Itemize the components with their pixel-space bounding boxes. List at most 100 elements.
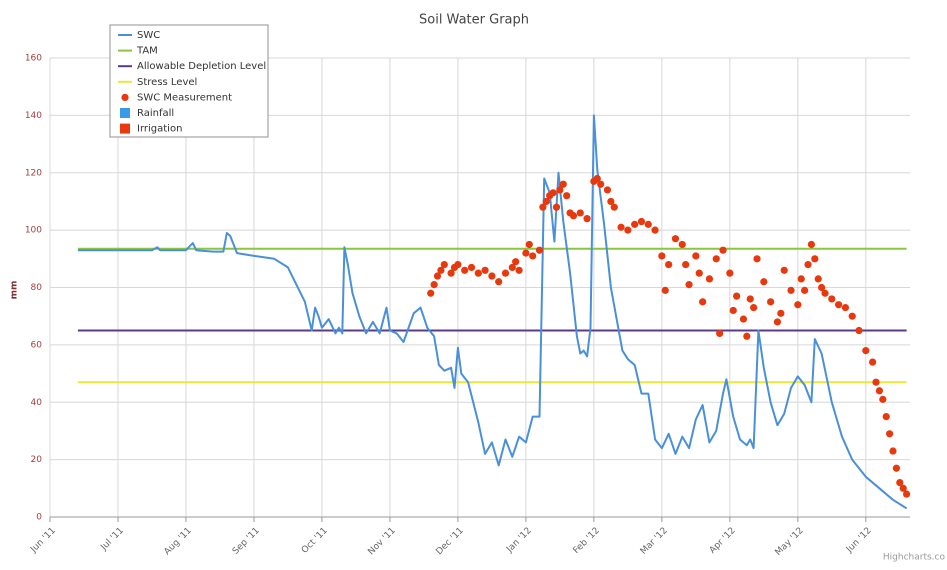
- measurement-point: [841, 303, 850, 312]
- plot-area: [77, 114, 911, 510]
- measurement-point: [685, 281, 693, 289]
- measurement-point: [637, 217, 646, 226]
- measurement-point: [593, 174, 601, 183]
- measurement-point: [814, 275, 822, 283]
- measurement-point: [678, 240, 686, 249]
- legend-box: [109, 24, 269, 138]
- measurement-point: [661, 286, 669, 294]
- measurement-point: [607, 197, 615, 206]
- measurement-point: [610, 203, 618, 211]
- chart-title: Soil Water Graph: [419, 13, 529, 28]
- measurement-point: [671, 235, 680, 243]
- y-tick-label: 160: [25, 54, 42, 64]
- measurement-point: [767, 298, 775, 306]
- measurement-point: [726, 269, 734, 277]
- legend-symbol: [120, 108, 130, 118]
- measurement-point: [522, 249, 530, 257]
- measurement-point: [481, 266, 489, 274]
- measurement-point: [624, 226, 632, 234]
- measurement-point: [542, 197, 550, 206]
- measurement-point: [753, 255, 761, 263]
- measurement-point: [855, 326, 863, 335]
- measurement-point: [631, 220, 639, 228]
- series-line: [77, 114, 908, 510]
- measurement-point: [889, 447, 897, 455]
- measurement-point: [712, 255, 720, 263]
- measurement-point: [716, 329, 724, 337]
- measurement-point: [563, 192, 571, 200]
- measurement-point: [705, 275, 714, 283]
- measurement-point: [559, 180, 567, 188]
- legend-label: TAM: [136, 46, 158, 57]
- measurement-point: [899, 484, 907, 492]
- measurement-point: [682, 260, 690, 269]
- measurement-point: [427, 289, 435, 297]
- measurement-point: [525, 240, 533, 249]
- measurement-point: [552, 203, 561, 211]
- measurement-point: [529, 252, 537, 260]
- measurement-point: [437, 266, 445, 274]
- measurement-point: [807, 240, 816, 249]
- measurement-point: [903, 490, 911, 498]
- legend-symbol: [120, 123, 130, 134]
- y-tick-label: 140: [25, 111, 42, 121]
- measurement-point: [886, 430, 894, 438]
- measurement-point: [729, 306, 737, 315]
- measurement-point: [797, 275, 805, 283]
- measurement-point: [569, 212, 578, 220]
- y-tick-label: 100: [25, 226, 42, 236]
- measurement-point: [658, 252, 666, 260]
- measurement-point: [495, 278, 503, 286]
- measurement-point: [467, 263, 476, 272]
- legend-label: Irrigation: [137, 124, 182, 135]
- measurement-point: [539, 203, 547, 211]
- y-tick-label: 120: [25, 168, 42, 178]
- measurement-point: [872, 378, 880, 386]
- y-tick-label: 60: [31, 340, 43, 350]
- measurement-point: [515, 266, 523, 274]
- measurement-point: [882, 412, 890, 421]
- y-tick-label: 20: [31, 455, 43, 465]
- measurement-point: [879, 395, 887, 403]
- measurement-point: [617, 223, 625, 231]
- measurement-point: [699, 298, 707, 306]
- measurement-point: [440, 260, 448, 269]
- legend-label: Allowable Depletion Level: [137, 61, 266, 72]
- measurement-point: [787, 286, 795, 294]
- measurement-point: [474, 269, 482, 277]
- measurement-point: [447, 269, 455, 277]
- measurement-point: [821, 289, 829, 297]
- measurement-point: [780, 266, 788, 274]
- measurement-point: [430, 281, 438, 289]
- y-tick-label: 0: [36, 513, 42, 523]
- y-tick-label: 40: [31, 398, 43, 408]
- measurement-point: [760, 278, 768, 286]
- measurement-point: [801, 286, 809, 294]
- measurement-point: [828, 295, 836, 303]
- measurement-point: [644, 220, 652, 228]
- measurement-point: [508, 263, 516, 272]
- measurement-point: [692, 252, 700, 260]
- measurement-point: [501, 269, 510, 277]
- measurement-point: [848, 312, 856, 320]
- measurement-point: [603, 186, 612, 194]
- legend-symbol: [121, 93, 129, 101]
- measurement-point: [535, 246, 544, 254]
- measurement-point: [719, 246, 727, 254]
- measurement-point: [583, 215, 591, 223]
- measurement-point: [835, 301, 843, 309]
- legend: SWC TAM Allowable Depletion Level Stress Le…: [109, 24, 269, 138]
- measurement-point: [804, 260, 812, 269]
- measurement-point: [597, 180, 605, 188]
- measurement-point: [665, 260, 673, 269]
- legend-label: Rainfall: [137, 108, 174, 119]
- measurement-point: [746, 295, 754, 303]
- measurement-point: [651, 226, 659, 234]
- measurement-point: [750, 303, 758, 312]
- legend-label: SWC Measurement: [137, 92, 232, 103]
- measurement-point: [739, 315, 748, 323]
- measurement-point: [862, 347, 870, 355]
- measurement-point: [743, 332, 751, 340]
- measurement-point: [549, 189, 557, 197]
